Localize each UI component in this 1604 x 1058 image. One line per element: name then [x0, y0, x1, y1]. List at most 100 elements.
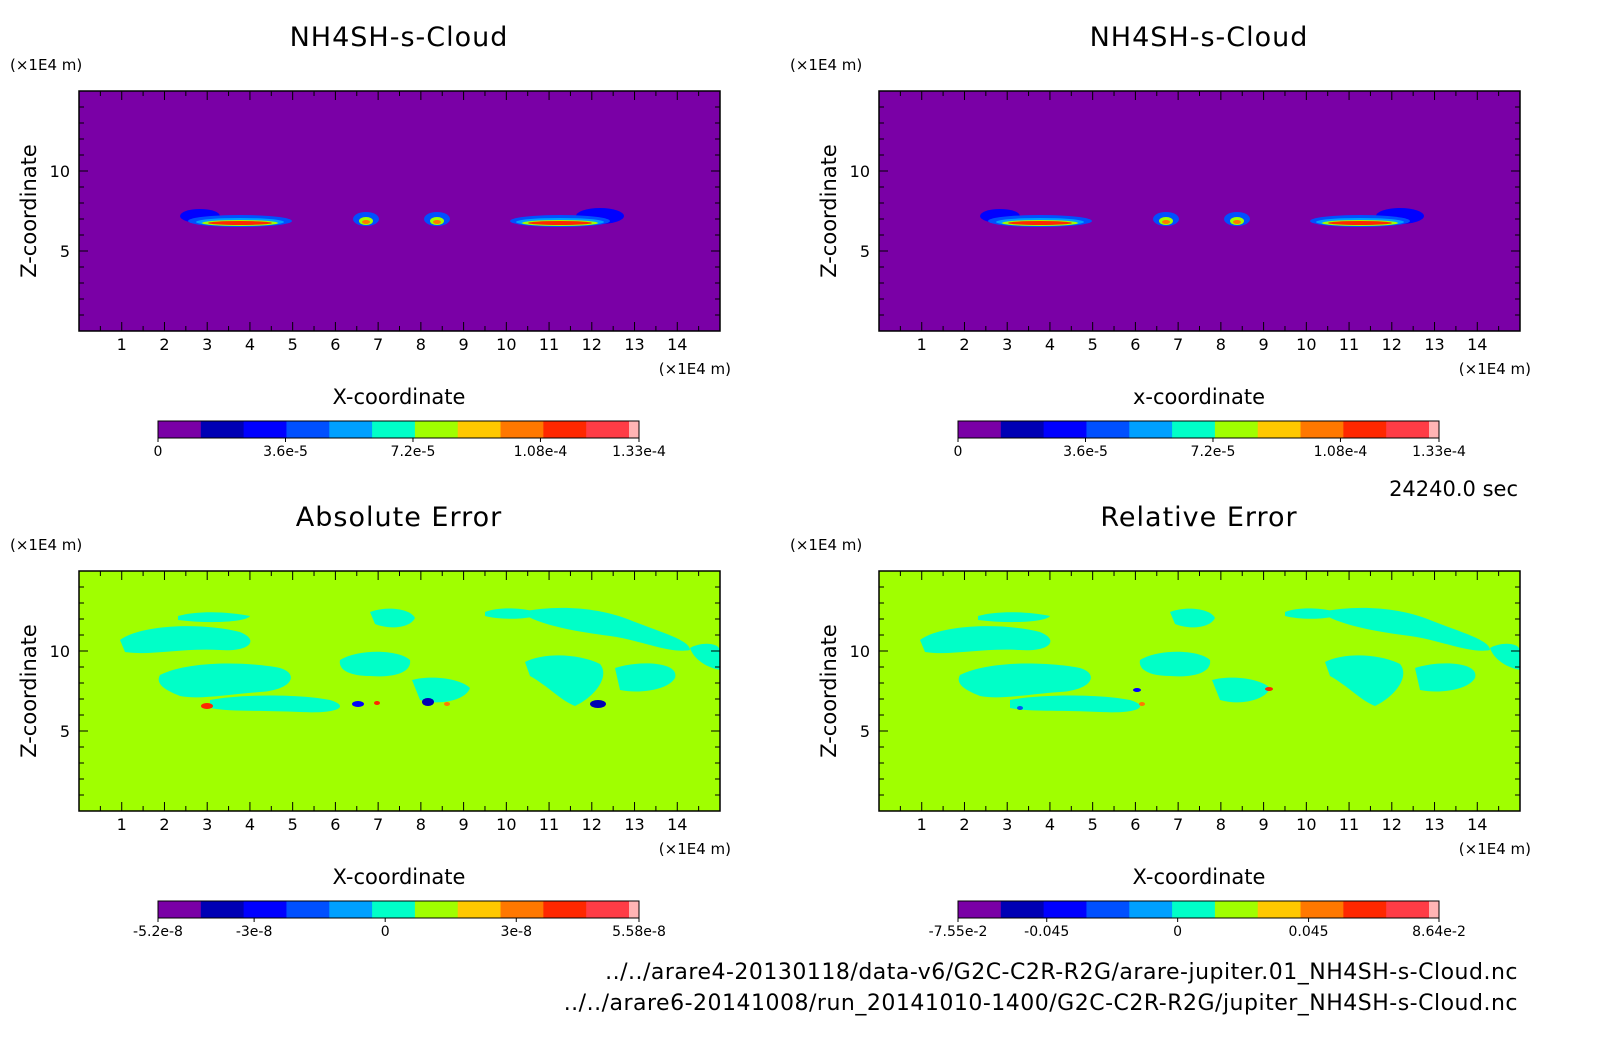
colorbar: 0 3.6e-5 7.2e-5 1.08e-4 1.33e-4	[154, 420, 666, 460]
x-tick-label: 5	[1088, 815, 1098, 834]
colorbar-tick-label: 0	[381, 924, 390, 940]
x-tick-label: 3	[1002, 335, 1012, 354]
colorbar-segment	[958, 901, 1002, 918]
y-tick-label: 10	[850, 642, 870, 661]
error-patch	[210, 695, 340, 713]
x-tick-label: 12	[582, 335, 602, 354]
colorbar: 0 3.6e-5 7.2e-5 1.08e-4 1.33e-4	[954, 420, 1466, 460]
x-tick-label: 7	[1173, 815, 1183, 834]
x-tick-label: 3	[202, 815, 212, 834]
x-tick-label: 14	[1467, 335, 1487, 354]
axis-ticks	[879, 91, 1520, 331]
error-patch	[370, 608, 415, 628]
axis-ticks	[79, 571, 720, 811]
panel-top-right: NH4SH-s-Cloud (×1E4 m)	[790, 22, 1531, 460]
x-axis-label: x-coordinate	[1133, 385, 1265, 409]
cloud-blob	[1008, 221, 1072, 225]
x-tick-label: 12	[1382, 335, 1402, 354]
y-tick-label: 10	[850, 162, 870, 181]
colorbar-segment	[1043, 901, 1087, 918]
x-unit-label: (×1E4 m)	[1459, 840, 1531, 858]
colorbar-frame	[157, 420, 640, 439]
x-tick-label: 13	[624, 335, 644, 354]
x-tick-labels: 1 2 3 4 5 6 7 8 9 10 11 12 13 14	[117, 815, 688, 834]
x-tick-label: 2	[959, 815, 969, 834]
colorbar-tick-label: 7.2e-5	[1191, 444, 1236, 460]
colorbar-tick-label: 1.33e-4	[1412, 444, 1466, 460]
colorbar-segment	[500, 901, 544, 918]
error-spot	[590, 700, 606, 708]
footer-file-path-2: ../../arare6-20141008/run_20141010-1400/…	[564, 991, 1518, 1016]
colorbar-segment	[586, 421, 630, 438]
cloud-blobs	[980, 208, 1424, 227]
error-patch	[1212, 677, 1270, 703]
x-axis-label: X-coordinate	[333, 385, 466, 409]
x-tick-label: 14	[667, 335, 687, 354]
y-tick-labels: 5 10	[50, 642, 70, 741]
colorbar-segment	[286, 901, 330, 918]
colorbar-frame	[157, 900, 640, 919]
colorbar-segment	[1300, 421, 1344, 438]
error-spots	[201, 698, 606, 709]
x-tick-label: 14	[1467, 815, 1487, 834]
y-unit-label: (×1E4 m)	[10, 56, 82, 74]
y-axis-label: Z-coordinate	[17, 624, 41, 758]
x-tick-label: 11	[1339, 815, 1359, 834]
error-spot	[422, 698, 434, 706]
x-tick-label: 6	[1130, 335, 1140, 354]
y-unit-label: (×1E4 m)	[790, 56, 862, 74]
error-patch	[1415, 663, 1476, 692]
error-spot	[1017, 706, 1023, 710]
error-patch	[525, 655, 604, 706]
x-tick-label: 8	[416, 335, 426, 354]
colorbar-tick-label: -5.2e-8	[133, 924, 183, 940]
colorbar-segment	[1129, 901, 1173, 918]
x-tick-label: 6	[330, 335, 340, 354]
error-patches	[920, 607, 1520, 713]
colorbar-segment	[158, 901, 202, 918]
x-tick-labels: 1 2 3 4 5 6 7 8 9 10 11 12 13 14	[117, 335, 688, 354]
colorbar-segment	[1386, 901, 1430, 918]
colorbar-segment	[500, 421, 544, 438]
colorbar-segment	[1429, 901, 1439, 918]
colorbar-segment	[1343, 901, 1387, 918]
heatmap-background	[79, 91, 720, 331]
error-patch	[1285, 608, 1340, 619]
cloud-blob	[433, 220, 441, 224]
colorbar-tick-label: -3e-8	[236, 924, 273, 940]
y-tick-label: 5	[60, 722, 70, 741]
colorbar-segment	[1000, 421, 1045, 438]
colorbar-segment	[286, 421, 330, 438]
colorbar-frame	[957, 900, 1440, 919]
colorbar-tick-label: 1.33e-4	[612, 444, 666, 460]
x-tick-label: 7	[373, 335, 383, 354]
x-tick-label: 12	[1382, 815, 1402, 834]
plot-title: NH4SH-s-Cloud	[290, 22, 509, 53]
error-patch	[1170, 608, 1215, 628]
x-tick-label: 9	[459, 335, 469, 354]
plot-area	[878, 90, 1521, 332]
colorbar-tick-label: 0.045	[1289, 924, 1329, 940]
colorbar-segment	[1086, 421, 1130, 438]
panel-bottom-right: Relative Error (×1E4 m)	[790, 502, 1531, 940]
x-tick-label: 8	[416, 815, 426, 834]
error-patch	[1325, 655, 1404, 706]
error-patch	[690, 643, 720, 670]
x-unit-label: (×1E4 m)	[659, 840, 731, 858]
colorbar-tick-label: 5.58e-8	[612, 924, 666, 940]
colorbar-tick-label: 3.6e-5	[1063, 444, 1108, 460]
plot-area	[78, 90, 721, 332]
colorbar-segment	[1257, 421, 1302, 438]
x-tick-label: 1	[917, 815, 927, 834]
y-tick-labels: 5 10	[850, 162, 870, 261]
panel-bottom-left: Absolute Error (×1E4 m)	[10, 502, 731, 940]
colorbar-segment	[414, 421, 459, 438]
y-axis-label: Z-coordinate	[817, 144, 841, 278]
x-tick-label: 11	[1339, 335, 1359, 354]
colorbar-segment	[1343, 421, 1387, 438]
x-tick-label: 13	[1424, 815, 1444, 834]
x-tick-label: 5	[1088, 335, 1098, 354]
x-tick-label: 13	[624, 815, 644, 834]
x-unit-label: (×1E4 m)	[1459, 360, 1531, 378]
panel-top-left: NH4SH-s-Cloud (×1E4 m)	[10, 22, 731, 460]
